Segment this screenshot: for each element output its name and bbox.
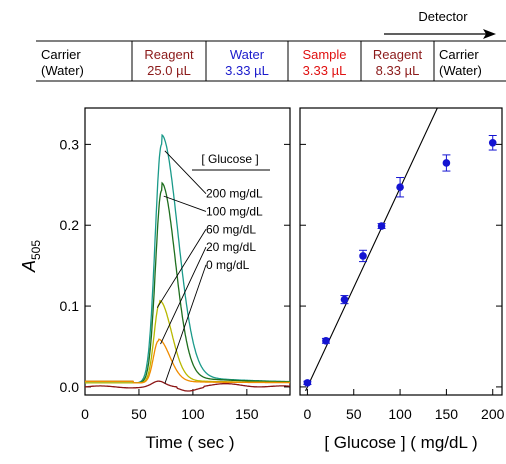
y-axis-label-sub: 505 bbox=[29, 240, 43, 260]
left-y-tick-label: 0.0 bbox=[60, 379, 80, 395]
legend-title: [ Glucose ] bbox=[201, 152, 258, 166]
left-x-tick-label: 150 bbox=[235, 406, 259, 422]
absorbance-time-panel: 0.0 0.1 0.2 0.3 0 50 100 150 200 mg/dL 100 mg/d… bbox=[19, 107, 291, 452]
series-leader-line bbox=[164, 150, 207, 195]
left-x-tick-label: 50 bbox=[131, 406, 147, 422]
segment-volume: (Water) bbox=[439, 63, 482, 78]
right-plot-frame bbox=[299, 107, 503, 396]
data-point bbox=[442, 159, 451, 167]
series-leader-line bbox=[156, 229, 207, 308]
series-line-0mgdl bbox=[85, 380, 290, 392]
segment-label: Carrier bbox=[439, 47, 479, 62]
data-point bbox=[488, 138, 497, 147]
segment-label: Sample bbox=[302, 47, 346, 62]
right-x-axis-label: [ Glucose ] ( mg/dL ) bbox=[324, 433, 477, 452]
data-point bbox=[377, 222, 386, 230]
left-y-axis-label: A505 bbox=[19, 240, 43, 273]
left-y-tick-label: 0.2 bbox=[60, 217, 80, 233]
segment-volume: 8.33 µL bbox=[376, 63, 420, 78]
calibration-panel: 0 50 100 150 200 [ Glucose ] ( mg/dL ) bbox=[299, 107, 505, 452]
series-label: 60 mg/dL bbox=[206, 222, 256, 236]
calibration-fit-line bbox=[305, 107, 438, 392]
series-label: 200 mg/dL bbox=[206, 187, 263, 201]
series-label: 0 mg/dL bbox=[206, 258, 250, 272]
detector-indicator: Detector bbox=[384, 9, 496, 39]
series-line-20mgdl bbox=[85, 338, 290, 384]
data-point bbox=[322, 337, 330, 345]
segment-label: Carrier bbox=[41, 47, 81, 62]
segment-label: Water bbox=[230, 47, 265, 62]
series-leader-line bbox=[163, 195, 207, 212]
segment-label: Reagent bbox=[144, 47, 194, 62]
series-label: 20 mg/dL bbox=[206, 240, 256, 254]
segment-volume: (Water) bbox=[41, 63, 84, 78]
detector-arrow-head-icon bbox=[483, 29, 496, 39]
segment-volume: 3.33 µL bbox=[303, 63, 347, 78]
segment-label: Reagent bbox=[373, 47, 423, 62]
data-point bbox=[396, 183, 404, 192]
series-leader-line bbox=[164, 264, 207, 384]
segment-volume: 25.0 µL bbox=[147, 63, 191, 78]
left-y-tick-label: 0.3 bbox=[60, 136, 80, 152]
detector-label: Detector bbox=[418, 9, 468, 24]
right-x-tick-label: 200 bbox=[481, 406, 505, 422]
right-x-tick-label: 150 bbox=[435, 406, 459, 422]
left-plot-frame bbox=[84, 107, 291, 396]
left-x-tick-label: 100 bbox=[181, 406, 205, 422]
series-label: 100 mg/dL bbox=[206, 204, 263, 218]
segment-volume: 3.33 µL bbox=[225, 63, 269, 78]
left-x-tick-label: 0 bbox=[81, 406, 89, 422]
data-point bbox=[340, 295, 349, 304]
y-axis-label-main: A bbox=[19, 260, 39, 273]
left-x-axis-label: Time ( sec ) bbox=[145, 433, 234, 452]
series-leader-line bbox=[160, 246, 207, 345]
right-x-tick-label: 100 bbox=[388, 406, 412, 422]
data-point bbox=[359, 252, 367, 260]
right-x-tick-label: 0 bbox=[304, 406, 312, 422]
data-point bbox=[303, 379, 312, 387]
right-x-tick-label: 50 bbox=[346, 406, 362, 422]
left-y-tick-label: 0.1 bbox=[60, 298, 80, 314]
